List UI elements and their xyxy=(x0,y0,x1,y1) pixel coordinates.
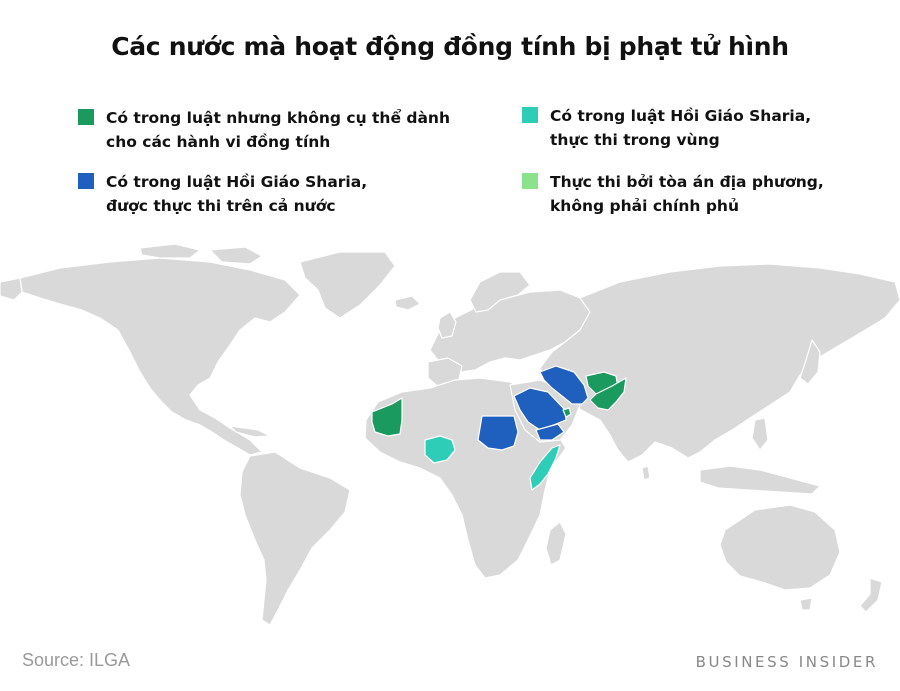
southeast-asia-islands xyxy=(699,465,821,495)
asia xyxy=(539,263,900,463)
legend-swatch xyxy=(522,173,538,189)
cuba xyxy=(229,425,271,438)
legend-swatch xyxy=(78,109,94,125)
australia xyxy=(719,504,841,591)
legend-label: Có trong luật nhưng không cụ thể dành cho… xyxy=(106,109,451,151)
country-somalia xyxy=(529,444,561,491)
country-iran xyxy=(539,365,589,405)
north-america xyxy=(19,257,301,456)
country-sudan xyxy=(477,415,519,451)
legend-label: Có trong luật Hồi Giáo Sharia, được thực … xyxy=(106,173,368,215)
canada-islands-2 xyxy=(209,246,263,265)
legend-swatch xyxy=(522,107,538,123)
alaska xyxy=(0,277,23,301)
tasmania xyxy=(799,597,813,611)
greenland xyxy=(299,251,396,319)
world-map xyxy=(0,243,900,626)
iceland xyxy=(394,295,421,311)
legend-label: Có trong luật Hồi Giáo Sharia, thực thi t… xyxy=(550,107,812,149)
country-yemen xyxy=(535,423,565,441)
sri-lanka xyxy=(641,465,651,481)
source-note: Source: ILGA xyxy=(22,650,131,670)
canada-islands-1 xyxy=(139,243,201,259)
brand-logo: BUSINESS INSIDER xyxy=(695,653,878,671)
legend-swatch xyxy=(78,173,94,189)
philippines xyxy=(751,417,769,451)
uk xyxy=(437,311,457,339)
japan xyxy=(799,339,821,385)
country-pakistan xyxy=(589,377,627,411)
country-qatar xyxy=(562,407,572,418)
new-zealand xyxy=(859,577,883,613)
country-saudi-arabia xyxy=(513,387,567,431)
south-america xyxy=(239,451,351,626)
country-nigeria xyxy=(424,435,456,464)
madagascar xyxy=(545,521,567,566)
scandinavia xyxy=(469,271,531,313)
legend-label: Thực thi bởi tòa án địa phương, không phả… xyxy=(550,173,824,215)
country-mauritania xyxy=(371,397,403,437)
land-masses xyxy=(0,243,900,626)
map-title: Các nước mà hoạt động đồng tính bị phạt … xyxy=(111,32,789,61)
